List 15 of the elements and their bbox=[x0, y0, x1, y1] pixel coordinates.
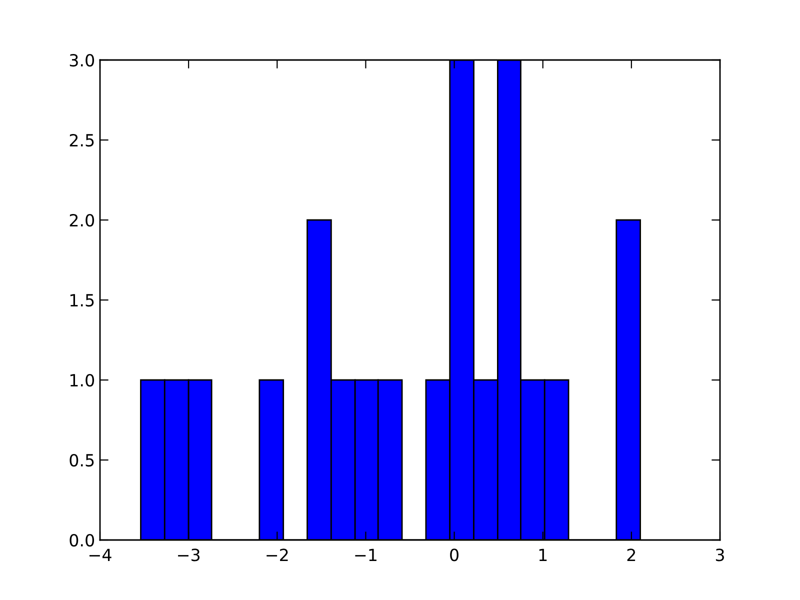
y-tick-label: 0.5 bbox=[70, 454, 94, 467]
y-tick-label: 0.0 bbox=[70, 534, 94, 547]
x-tick-label: 1 bbox=[539, 548, 547, 561]
y-tick-label: 2.5 bbox=[70, 134, 94, 147]
x-tick-label: −4 bbox=[89, 548, 112, 561]
x-tick-label: 0 bbox=[450, 548, 458, 562]
y-tick-label: 2.0 bbox=[70, 214, 94, 227]
x-tick-label: −3 bbox=[178, 548, 200, 562]
x-tick-label: 2 bbox=[627, 548, 636, 561]
x-tick-label: −2 bbox=[266, 548, 288, 561]
y-tick-label: 3.0 bbox=[70, 54, 94, 67]
x-tick-label: 3 bbox=[716, 548, 724, 562]
x-tick-label: −1 bbox=[355, 548, 376, 561]
y-tick-label: 1.5 bbox=[70, 294, 94, 307]
y-tick-label: 1.0 bbox=[70, 374, 94, 387]
